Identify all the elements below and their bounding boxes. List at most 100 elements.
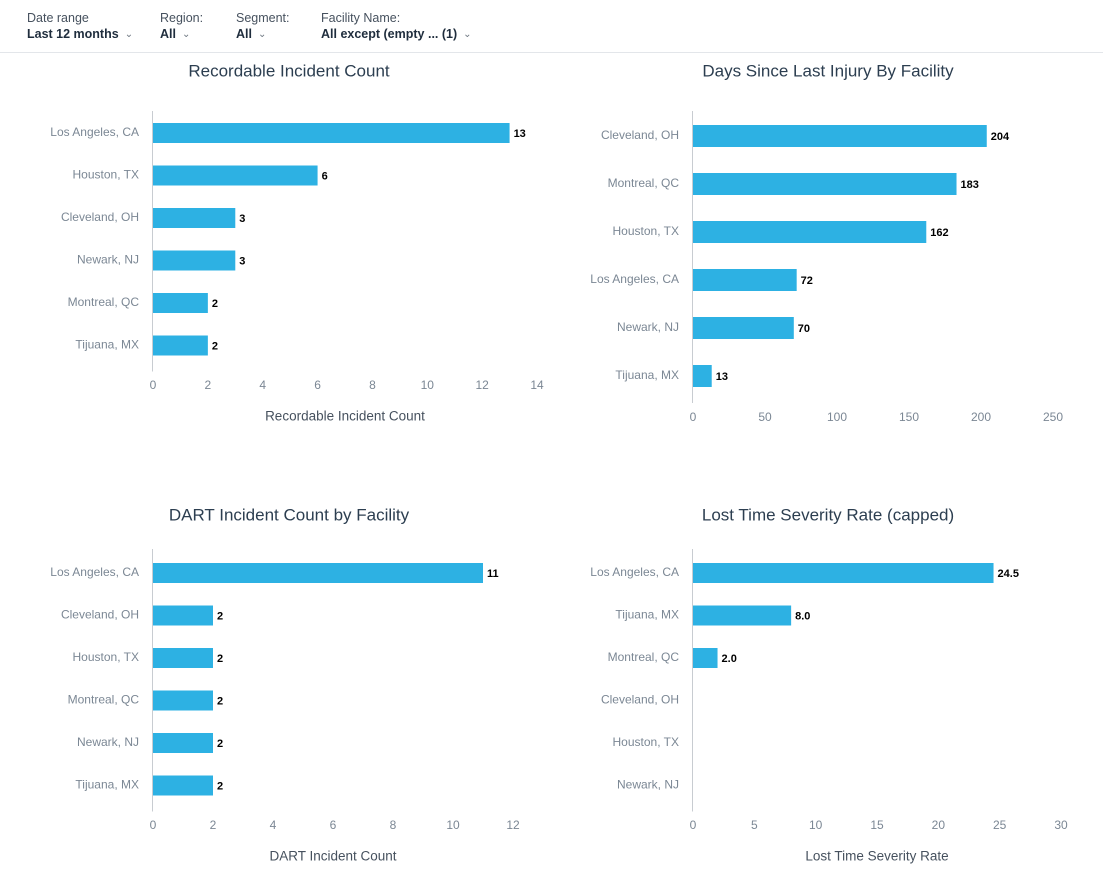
data-label: 204	[991, 131, 1010, 143]
chart-title: Recordable Incident Count	[188, 61, 390, 80]
data-label: 2	[217, 610, 223, 622]
data-label: 162	[930, 227, 948, 239]
x-tick-label: 2	[210, 818, 217, 832]
filter-value: All except (empty ... (1)	[321, 27, 458, 41]
category-label: Montreal, QC	[68, 693, 140, 707]
x-tick-label: 30	[1054, 818, 1068, 832]
bar[interactable]	[153, 293, 208, 313]
x-tick-label: 100	[827, 410, 847, 424]
category-label: Cleveland, OH	[601, 128, 679, 142]
bar[interactable]	[693, 648, 718, 668]
bar[interactable]	[153, 250, 236, 271]
chevron-down-icon: ⌄	[181, 29, 191, 40]
bar[interactable]	[153, 690, 213, 711]
x-tick-label: 200	[971, 410, 991, 424]
chart-panel-days-since-injury: Days Since Last Injury By Facility Clevel…	[552, 55, 1103, 465]
x-tick-label: 20	[932, 818, 946, 832]
bar[interactable]	[693, 173, 957, 195]
chart-title: Lost Time Severity Rate (capped)	[702, 505, 954, 524]
bar[interactable]	[153, 165, 318, 186]
category-label: Montreal, QC	[608, 176, 680, 190]
chart-days-since-last-injury: Days Since Last Injury By Facility Clevel…	[590, 61, 1063, 424]
filter-facility-name[interactable]: Facility Name: All except (empty ... (1)…	[321, 10, 472, 44]
filter-value: Last 12 months	[27, 27, 119, 41]
x-tick-label: 150	[899, 410, 919, 424]
data-label: 2	[212, 340, 218, 352]
category-label: Los Angeles, CA	[590, 565, 679, 579]
category-label: Tijuana, MX	[615, 368, 679, 382]
chart-panel-dart-incidents: DART Incident Count by Facility Los Angel…	[0, 463, 552, 873]
bar[interactable]	[153, 208, 236, 228]
data-label: 11	[487, 568, 499, 580]
x-tick-label: 50	[758, 410, 772, 424]
bar[interactable]	[693, 317, 794, 339]
x-tick-label: 250	[1043, 410, 1063, 424]
x-tick-label: 12	[475, 378, 489, 392]
x-tick-label: 6	[330, 818, 337, 832]
data-label: 13	[716, 371, 728, 383]
category-label: Los Angeles, CA	[50, 125, 139, 139]
x-tick-label: 10	[421, 378, 435, 392]
data-label: 2	[217, 695, 223, 707]
category-label: Newark, NJ	[617, 778, 679, 792]
filter-segment[interactable]: Segment: All ⌄	[236, 10, 290, 44]
x-tick-label: 0	[690, 818, 697, 832]
data-label: 2	[217, 780, 223, 792]
bar[interactable]	[693, 221, 927, 243]
category-label: Newark, NJ	[617, 320, 679, 334]
x-tick-label: 2	[205, 378, 212, 392]
chart-panel-recordable-incidents: Recordable Incident Count Los Angeles, CA…	[0, 55, 552, 465]
bar[interactable]	[153, 775, 213, 796]
bar[interactable]	[693, 365, 712, 387]
bar[interactable]	[153, 648, 213, 668]
category-label: Houston, TX	[613, 224, 679, 238]
bar[interactable]	[693, 125, 987, 147]
category-label: Montreal, QC	[68, 295, 140, 309]
bar[interactable]	[153, 563, 483, 583]
data-label: 70	[798, 323, 810, 335]
x-tick-label: 6	[314, 378, 321, 392]
x-tick-label: 4	[270, 818, 277, 832]
bar[interactable]	[153, 335, 208, 356]
category-label: Newark, NJ	[77, 735, 139, 749]
filter-value: All	[160, 27, 176, 41]
chevron-down-icon: ⌄	[124, 29, 134, 40]
chevron-down-icon: ⌄	[463, 29, 472, 40]
data-label: 13	[514, 128, 526, 140]
x-tick-label: 12	[506, 818, 520, 832]
bar[interactable]	[153, 123, 510, 143]
filter-label: Date range	[27, 11, 89, 25]
bar[interactable]	[153, 733, 213, 753]
data-label: 2	[217, 653, 223, 665]
data-label: 72	[801, 275, 813, 287]
x-tick-label: 15	[870, 818, 884, 832]
category-label: Montreal, QC	[608, 650, 680, 664]
chart-panel-lost-time-severity: Lost Time Severity Rate (capped) Los Ange…	[552, 463, 1103, 873]
category-label: Tijuana, MX	[75, 338, 139, 352]
category-label: Los Angeles, CA	[590, 272, 679, 286]
category-label: Cleveland, OH	[61, 210, 139, 224]
bar[interactable]	[693, 605, 792, 626]
chart-dart-incident-count: DART Incident Count by Facility Los Angel…	[50, 505, 520, 864]
filter-date-range[interactable]: Date range Last 12 months ⌄	[27, 10, 133, 44]
data-label: 2	[212, 298, 218, 310]
category-label: Tijuana, MX	[615, 608, 679, 622]
bar[interactable]	[153, 605, 213, 626]
category-label: Tijuana, MX	[75, 778, 139, 792]
filter-region[interactable]: Region: All ⌄	[160, 10, 203, 44]
filter-value: All	[236, 27, 252, 41]
data-label: 3	[239, 255, 245, 267]
filter-label: Facility Name:	[321, 11, 401, 25]
data-label: 3	[239, 213, 245, 225]
category-label: Los Angeles, CA	[50, 565, 139, 579]
x-tick-label: 0	[150, 378, 157, 392]
bar[interactable]	[693, 269, 797, 291]
bar[interactable]	[693, 563, 994, 583]
x-tick-label: 0	[150, 818, 157, 832]
x-axis-title: DART Incident Count	[269, 849, 396, 864]
filter-bar: Date range Last 12 months ⌄ Region: All ⌄ …	[0, 0, 1103, 53]
data-label: 6	[322, 170, 328, 182]
data-label: 24.5	[998, 568, 1019, 580]
filter-label: Segment:	[236, 11, 290, 25]
chart-recordable-incident-count: Recordable Incident Count Los Angeles, CA…	[50, 61, 544, 423]
